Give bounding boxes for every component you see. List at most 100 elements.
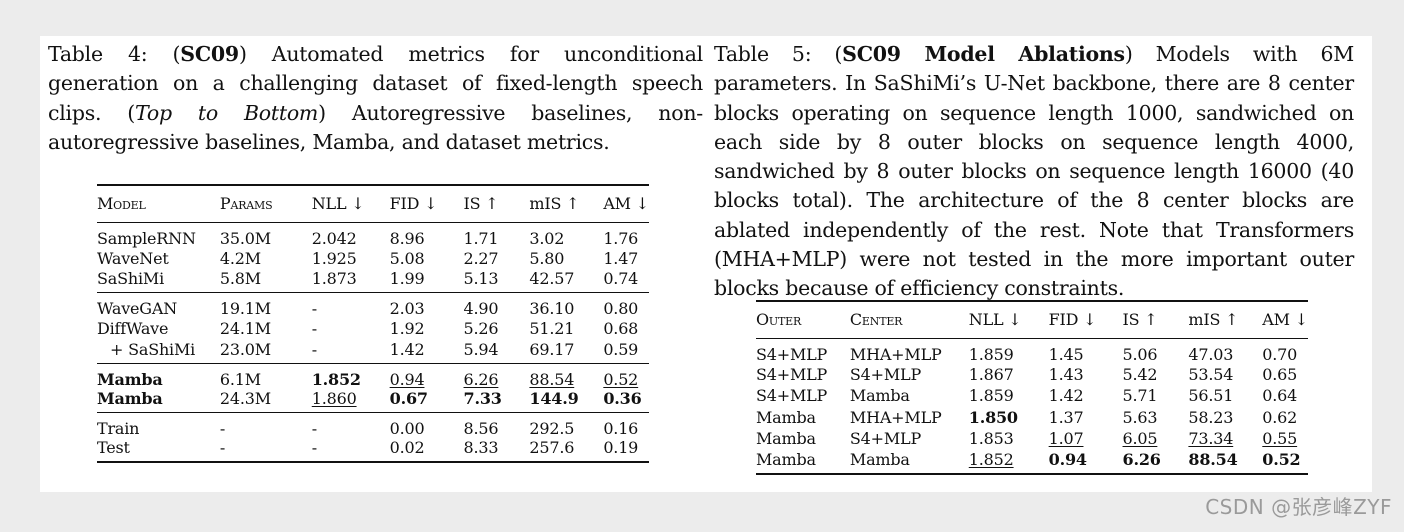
cell-text: 58.23 [1188,407,1234,427]
cell-text: 0.65 [1262,364,1298,384]
cell-text: DiffWave [97,319,169,339]
table-cell: 35.0M [220,222,312,248]
table-cell: 0.94 [390,363,464,389]
cell-text: 24.1M [219,319,271,339]
table-cell: 1.850 [969,407,1049,429]
table-cell: 8.33 [464,438,530,462]
cell-text: 2.27 [463,248,499,268]
cell-text: 88.54 [1188,449,1238,469]
table-cell: Mamba [97,363,220,389]
table5-caption: Table 5: (SC09 Model Ablations) Models w… [714,40,1354,304]
cell-text: 5.13 [463,269,499,288]
table-cell: 0.55 [1262,428,1308,450]
cell-text: 8.56 [463,418,499,438]
table-cell: 1.859 [969,385,1049,407]
cell-text: - [311,339,317,359]
table-cell: DiffWave [97,318,220,340]
cell-text: Mamba [849,449,910,469]
cell-text: 1.873 [311,269,357,288]
cell-text: 1.925 [311,248,357,268]
cell-text: 1.42 [1048,386,1084,406]
cell-text: Train [97,418,140,438]
cell-text: 0.74 [603,269,639,288]
table-cell: 88.54 [529,363,603,389]
table-cell: WaveNet [97,248,220,270]
table-cell: - [312,293,390,318]
table-cell: 6.1M [220,363,312,389]
cell-text: MHA+MLP [849,407,942,427]
cell-text: 5.08 [389,248,425,268]
table-cell: 1.859 [969,338,1049,364]
cell-text: 1.99 [389,269,425,288]
table-cell: 0.00 [390,412,464,438]
table-cell: 8.96 [390,222,464,248]
table-cell: 0.62 [1262,407,1308,429]
column-header: IS ↑ [1122,310,1158,330]
cell-text: 7.33 [463,388,502,408]
caption-label: Table 5: ( [714,42,843,66]
table-group: Train - -0.00 8.56 292.5 0.16 Test - -0.02 8.33 25… [97,412,649,462]
table-cell: Test [97,438,220,462]
cell-text: 36.10 [529,299,575,318]
table-cell: 58.23 [1188,407,1262,429]
cell-text: 5.8M [219,269,261,288]
cell-text: 0.55 [1262,429,1298,449]
cell-text: - [219,437,226,457]
table-cell: Mamba [756,428,850,450]
table-cell: 36.10 [529,293,603,318]
cell-text: 0.67 [389,388,428,408]
cell-text: 1.37 [1048,407,1084,427]
table-cell: 6.05 [1123,428,1189,450]
table-cell: 1.853 [969,428,1049,450]
cell-text: 1.859 [968,344,1014,364]
table-row: Mamba 24.3M 1.860 0.67 7.33 144.9 0.36 [97,389,649,413]
table-cell: 0.80 [603,293,649,318]
cell-text: 0.70 [1262,344,1298,364]
caption-emphasis: Top to Bottom [135,100,319,125]
cell-text: 56.51 [1188,386,1234,406]
table-cell: - [220,412,312,438]
cell-text: 1.43 [1048,364,1084,384]
table-cell: 1.45 [1049,338,1123,364]
cell-text: 5.63 [1122,407,1158,427]
table-cell: 0.59 [603,340,649,364]
table-cell: 0.65 [1262,364,1308,386]
table-cell: Mamba [850,385,969,407]
table-cell: 1.99 [390,269,464,293]
table-cell: 1.37 [1049,407,1123,429]
table-cell: Mamba [850,450,969,474]
table-cell: 19.1M [220,293,312,318]
table-cell: S4+MLP [756,364,850,386]
cell-text: Mamba [756,407,816,427]
table-cell: 6.26 [1123,450,1189,474]
column-header: Params [219,194,273,214]
table-cell: 1.852 [312,363,390,389]
column-header: mIS ↑ [1188,310,1239,330]
cell-text: 0.59 [603,339,639,359]
table-cell: 0.52 [1262,450,1308,474]
table-cell: 0.64 [1262,385,1308,407]
table-row: Train - - 0.00 8.56 292.5 0.16 [97,412,649,438]
cell-text: - [311,319,317,339]
caption-text: ) Autoregressive baselines, non-autoregr… [48,100,703,154]
table-cell: 53.54 [1188,364,1262,386]
table-cell: 56.51 [1188,385,1262,407]
table-cell: S4+MLP [756,338,850,364]
cell-text: 5.42 [1122,364,1158,384]
column-header: Model [97,194,146,214]
cell-text: S4+MLP [756,386,828,406]
table-cell: 1.76 [603,222,649,248]
cell-text: 1.76 [603,228,639,248]
table-row: SampleRNN 35.0M 2.042 8.96 1.71 3.02 1.76 [97,222,649,248]
table-cell: 257.6 [529,438,603,462]
table-cell: 69.17 [529,340,603,364]
cell-text: 1.07 [1048,429,1084,449]
cell-text: S4+MLP [849,364,922,384]
cell-text: S4+MLP [756,364,828,384]
table-cell: 47.03 [1188,338,1262,364]
cell-text: 51.21 [529,319,575,339]
cell-text: 42.57 [529,269,575,288]
cell-text: 0.00 [389,418,425,438]
cell-text: 0.94 [1048,449,1087,469]
table-cell: Mamba [97,389,220,413]
